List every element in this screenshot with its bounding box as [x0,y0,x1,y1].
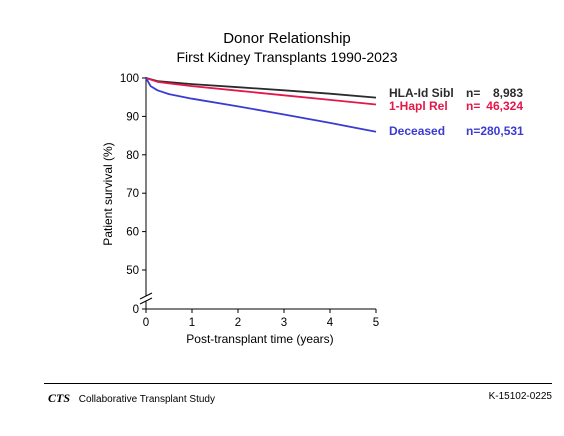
y-axis-label: Patient survival (%) [101,142,115,245]
y-tick-label: 50 [126,265,139,277]
axes: 0 50 60 70 80 90 100 0 1 2 3 4 5 [120,73,379,329]
footer-org: Collaborative Transplant Study [78,394,215,405]
x-tick-label: 0 [143,317,149,329]
chart-subtitle: First Kidney Transplants 1990-2023 [176,49,397,65]
legend-n-label: n= [466,86,480,100]
legend-label: 1-Hapl Rel [389,99,448,113]
axis-break-mark [139,292,153,300]
legend-n-label: n= [466,99,480,113]
y-tick-label: 80 [126,150,139,162]
chart: Donor Relationship First Kidney Transpla… [101,30,524,346]
chart-title: Donor Relationship [223,30,351,47]
x-tick-label: 5 [373,317,379,329]
y-tick-label: 0 [133,304,139,316]
y-tick-label: 90 [126,111,139,123]
legend-label: Deceased [389,124,445,138]
legend-n-value: 46,324 [486,99,523,113]
y-tick-label: 60 [126,227,139,239]
series-layer [145,77,377,133]
series-line-1-hapl-rel [145,77,377,106]
legend-label: HLA-Id Sibl [389,86,454,100]
legend-n-value: 8,983 [493,86,523,100]
x-tick-label: 1 [189,317,195,329]
legend: HLA-Id Sibl n= 8,983 1-Hapl Rel n= 46,324 Dece… [389,86,524,138]
x-tick-label: 4 [327,317,334,329]
x-tick-label: 3 [281,317,287,329]
series-line-deceased [145,77,377,133]
y-tick-label: 70 [126,188,139,200]
footer-left: CTS Collaborative Transplant Study [48,391,215,406]
legend-n-label: n=280,531 [466,124,524,138]
footer: CTS Collaborative Transplant Study K-151… [44,383,552,410]
y-tick-label: 100 [120,73,139,85]
cts-logo: CTS [48,391,71,405]
axis-break-mark [139,297,153,305]
series-line-hla-id-sibl [145,77,377,99]
x-axis-label: Post-transplant time (years) [186,332,333,346]
footer-code: K-15102-0225 [488,391,552,402]
x-tick-label: 2 [235,317,241,329]
